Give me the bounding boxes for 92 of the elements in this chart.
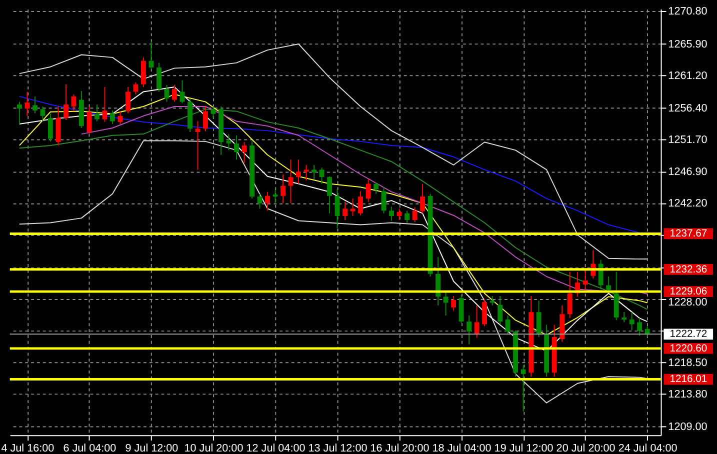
- candlestick: [606, 276, 612, 292]
- candlestick: [210, 106, 216, 118]
- candlestick: [389, 206, 394, 222]
- candlestick: [280, 174, 286, 204]
- candlestick: [102, 86, 108, 122]
- candlestick: [567, 271, 572, 319]
- candlestick: [637, 318, 642, 336]
- y-tick-label: 1209.00: [668, 420, 708, 433]
- candlestick: [16, 101, 22, 124]
- candlestick: [629, 312, 634, 331]
- y-tick-label: 1213.80: [668, 388, 708, 401]
- candlestick: [164, 84, 170, 102]
- candlestick: [358, 190, 363, 216]
- ref-line-label: 1220.60: [670, 343, 708, 354]
- x-tick-label: 13 Jul 12:00: [308, 442, 368, 454]
- x-tick-label: 12 Jul 04:00: [246, 442, 306, 454]
- candlestick: [86, 106, 92, 135]
- candlestick: [622, 312, 627, 323]
- candlestick: [203, 106, 208, 132]
- ref-line-label: 1216.01: [670, 374, 708, 386]
- candlestick: [420, 183, 425, 214]
- candlestick: [327, 176, 332, 214]
- candlestick: [490, 296, 495, 306]
- candlestick: [598, 259, 604, 290]
- candlestick: [350, 198, 356, 217]
- candlestick: [126, 86, 130, 114]
- y-tick-label: 1218.50: [668, 356, 708, 369]
- y-tick-label: 1270.80: [668, 6, 708, 18]
- candlestick: [505, 315, 510, 335]
- x-tick-label: 19 Jul 12:00: [494, 442, 554, 454]
- line-series: [18, 108, 648, 310]
- candlestick: [94, 104, 100, 122]
- candlestick: [412, 206, 418, 223]
- y-tick-label: 1261.20: [668, 70, 708, 82]
- candlestick: [63, 84, 68, 120]
- candlestick: [24, 91, 30, 116]
- candlestick: [396, 208, 402, 221]
- candlestick: [374, 182, 378, 194]
- x-tick-label: 20 Jul 20:00: [556, 442, 616, 454]
- ref-line-label: 1232.36: [670, 264, 708, 276]
- candlestick: [319, 167, 324, 184]
- line-series: [80, 106, 648, 294]
- x-tick-label: 10 Jul 20:00: [184, 442, 244, 454]
- candlestick: [288, 159, 294, 204]
- candlestick: [443, 290, 448, 316]
- candlestick: [404, 210, 410, 224]
- candlestick: [118, 111, 123, 124]
- candlestick: [536, 300, 542, 338]
- y-tick-label: 1242.20: [668, 198, 708, 210]
- candlestick: [141, 56, 146, 88]
- candlestick: [234, 134, 239, 160]
- x-tick-label: 9 Jul 12:00: [125, 442, 178, 454]
- candlestick: [498, 296, 503, 325]
- x-tick-label: 24 Jul 04:00: [618, 442, 678, 454]
- candlestick: [304, 164, 309, 181]
- candlestick: [458, 294, 464, 324]
- candlestick: [520, 364, 526, 412]
- y-tick-label: 1246.90: [668, 166, 708, 178]
- candlestick: [466, 315, 472, 345]
- ref-line-label: 1222.72: [670, 329, 708, 340]
- ref-line-label: 1229.06: [670, 286, 708, 298]
- y-tick-label: 1251.70: [668, 134, 708, 146]
- candlestick: [110, 110, 115, 124]
- candlestick: [48, 113, 53, 142]
- candlestick: [296, 159, 301, 184]
- line-series: [18, 44, 648, 260]
- candlestick: [265, 191, 270, 212]
- y-tick-label: 1228.00: [668, 296, 708, 308]
- candlestick: [172, 84, 177, 102]
- candlestick: [257, 193, 262, 210]
- candlestick: [451, 296, 456, 312]
- candlestick: [312, 164, 316, 180]
- y-tick-label: 1265.90: [668, 38, 708, 50]
- line-series: [18, 140, 648, 404]
- candlestick: [32, 96, 38, 114]
- candlestick: [342, 201, 348, 221]
- candlestick: [40, 106, 46, 122]
- candlestick: [156, 62, 162, 92]
- candlestick: [334, 188, 340, 229]
- candlestick: [474, 304, 480, 338]
- candlestick: [180, 80, 185, 104]
- x-tick-label: 4 Jul 16:00: [1, 442, 54, 454]
- ref-line-label: 1237.67: [670, 228, 708, 240]
- candlestick: [71, 94, 76, 112]
- y-tick-label: 1256.40: [668, 102, 708, 114]
- candlestick: [195, 120, 200, 170]
- candlestick: [482, 298, 488, 327]
- x-tick-label: 16 Jul 20:00: [370, 442, 430, 454]
- x-tick-label: 6 Jul 04:00: [63, 442, 116, 454]
- candlestick: [272, 189, 278, 204]
- candlestick: [381, 186, 386, 214]
- x-tick-label: 18 Jul 04:00: [432, 442, 492, 454]
